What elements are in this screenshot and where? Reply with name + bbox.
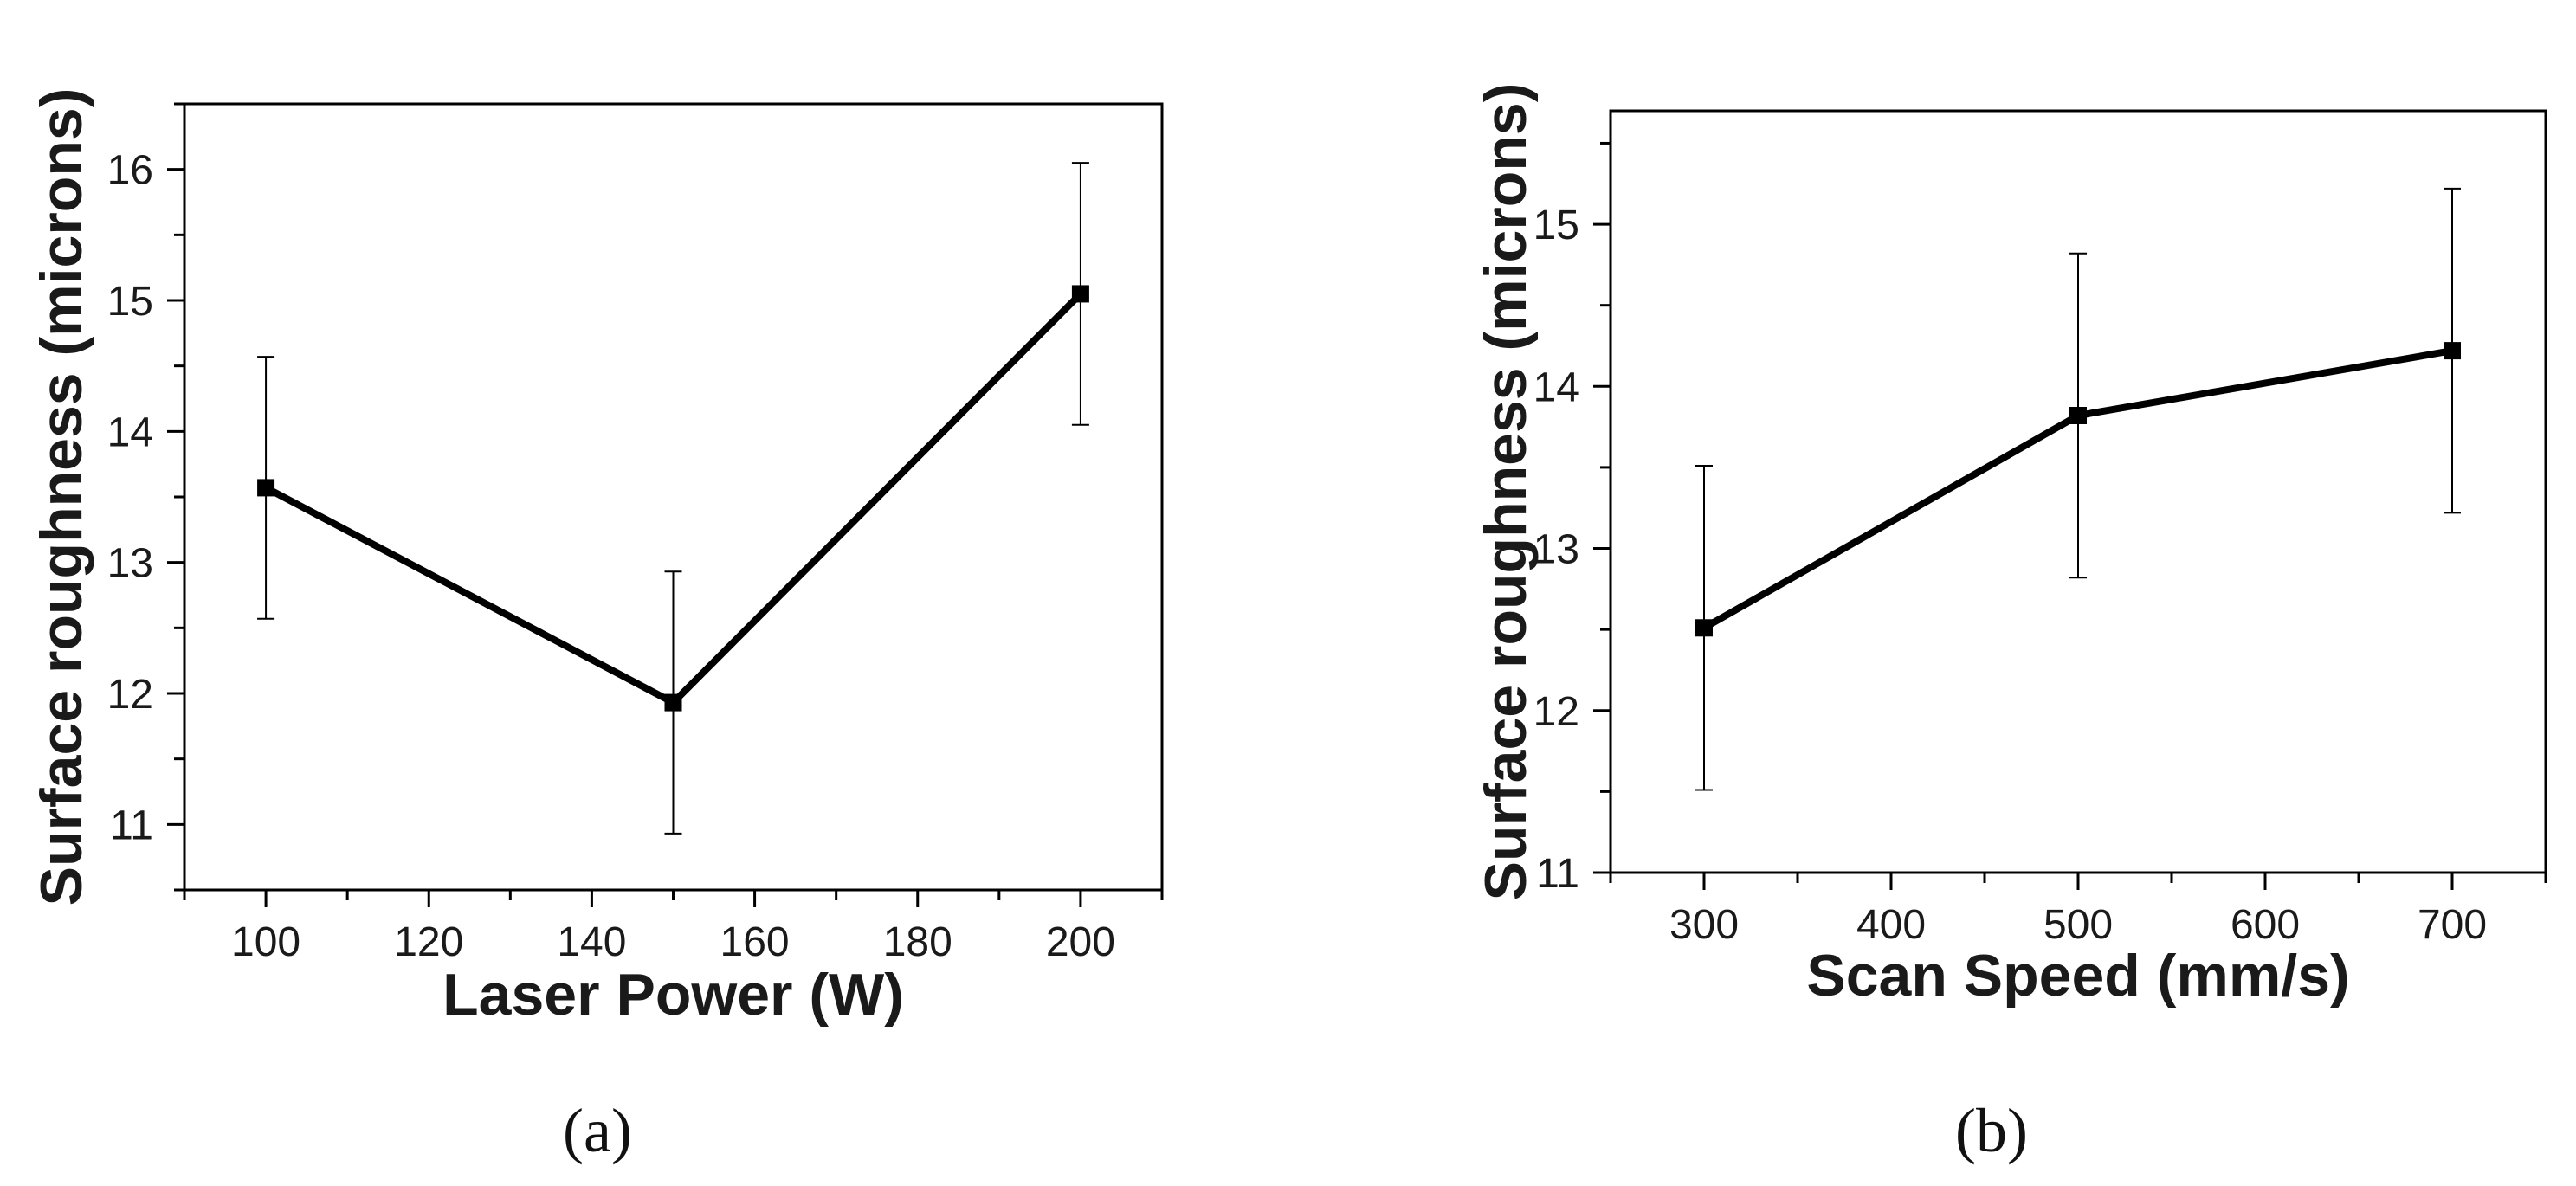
x-tick-label-b: 700 [2418, 902, 2487, 948]
panel-label-b: (b) [1955, 1096, 2028, 1165]
y-tick-label-a: 13 [107, 541, 153, 587]
chart-a: 100 120 140 160 180 200 11 12 13 14 15 16 Laser Powe… [29, 88, 1164, 1165]
chart-b: 300 400 500 600 700 11 12 13 14 15 Scan Speed (mm/… [1473, 83, 2547, 1165]
y-axis-title-b: Surface roughness (microns) [1473, 83, 1539, 901]
x-tick-label-b: 400 [1856, 902, 1926, 948]
data-point-b [2069, 407, 2087, 424]
y-tick-label-b: 11 [1536, 851, 1579, 897]
x-tick-label-a: 180 [883, 919, 952, 965]
data-point-b [1695, 619, 1713, 637]
y-tick-label-a: 15 [107, 279, 153, 325]
y-tick-label-b: 12 [1533, 689, 1579, 735]
data-point-a [1071, 285, 1089, 303]
data-point-a [257, 479, 275, 497]
x-tick-label-a: 140 [557, 919, 626, 965]
x-axis-title-b: Scan Speed (mm/s) [1806, 943, 2349, 1009]
x-tick-label-a: 100 [231, 919, 300, 965]
x-tick-label-a: 160 [720, 919, 790, 965]
x-tick-label-b: 300 [1669, 902, 1739, 948]
y-axis-title-a: Surface roughness (microns) [29, 88, 94, 906]
y-tick-label-b: 13 [1533, 527, 1579, 573]
panel-label-a: (a) [563, 1096, 632, 1165]
y-tick-label-a: 14 [107, 409, 153, 455]
y-tick-label-b: 15 [1533, 203, 1579, 248]
y-tick-label-a: 12 [107, 672, 153, 718]
x-tick-label-a: 120 [394, 919, 463, 965]
x-tick-label-b: 600 [2231, 902, 2300, 948]
x-axis-title-a: Laser Power (W) [442, 962, 904, 1028]
data-point-a [664, 693, 682, 712]
x-tick-label-a: 200 [1046, 919, 1115, 965]
data-point-b [2444, 342, 2461, 360]
y-tick-label-a: 16 [107, 148, 153, 194]
x-tick-label-b: 500 [2043, 902, 2113, 948]
y-tick-label-b: 14 [1533, 364, 1579, 410]
y-tick-label-a: 11 [110, 802, 153, 848]
